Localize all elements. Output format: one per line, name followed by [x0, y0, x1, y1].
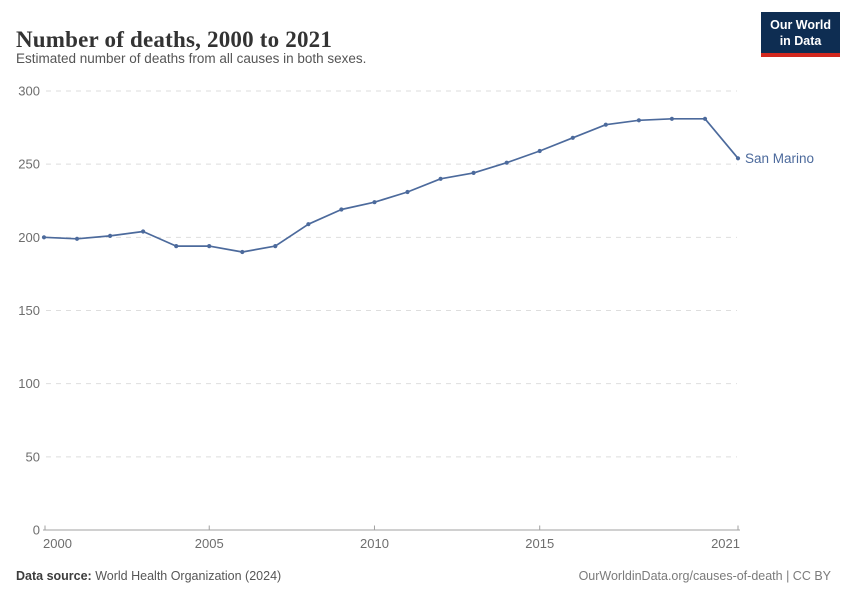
- owid-logo-line2: in Data: [779, 33, 822, 48]
- data-point[interactable]: [372, 200, 377, 205]
- data-point[interactable]: [273, 244, 278, 249]
- y-axis-tick-label: 250: [18, 157, 40, 172]
- data-point[interactable]: [141, 229, 146, 234]
- data-point[interactable]: [504, 160, 509, 165]
- x-axis-tick-label: 2021: [711, 536, 740, 551]
- data-point[interactable]: [306, 222, 311, 227]
- data-point[interactable]: [207, 244, 212, 249]
- y-axis-tick-label: 100: [18, 376, 40, 391]
- chart-subtitle: Estimated number of deaths from all caus…: [16, 51, 367, 66]
- data-point[interactable]: [438, 176, 443, 181]
- x-axis-tick-label: 2010: [360, 536, 389, 551]
- data-point[interactable]: [41, 235, 47, 240]
- data-point[interactable]: [735, 156, 741, 161]
- data-point[interactable]: [702, 116, 708, 121]
- data-point[interactable]: [405, 189, 410, 195]
- owid-logo-line1: Our World: [770, 18, 831, 32]
- x-axis-tick-label: 2005: [195, 536, 224, 551]
- entity-label-san-marino[interactable]: San Marino: [745, 151, 814, 166]
- y-axis-tick-label: 50: [26, 449, 40, 464]
- data-point[interactable]: [669, 116, 675, 121]
- data-source-value: World Health Organization (2024): [95, 569, 282, 583]
- data-point[interactable]: [603, 122, 608, 127]
- x-axis-tick-label: 2000: [43, 536, 72, 551]
- data-point[interactable]: [537, 148, 542, 154]
- data-point[interactable]: [339, 207, 344, 212]
- y-axis-tick-label: 150: [18, 303, 40, 318]
- data-point[interactable]: [174, 244, 179, 249]
- data-point[interactable]: [570, 135, 575, 140]
- citation-link[interactable]: OurWorldinData.org/causes-of-death | CC …: [578, 569, 831, 583]
- x-axis-tick-label: 2015: [525, 536, 554, 551]
- data-point[interactable]: [74, 236, 80, 241]
- page-title: Number of deaths, 2000 to 2021: [16, 27, 333, 53]
- y-axis-tick-label: 300: [18, 84, 40, 99]
- data-point[interactable]: [471, 170, 476, 175]
- y-axis-tick-label: 0: [33, 523, 40, 538]
- owid-logo[interactable]: Our World in Data: [761, 12, 840, 58]
- y-axis-tick-label: 200: [18, 230, 40, 245]
- data-point[interactable]: [636, 118, 642, 123]
- data-point[interactable]: [240, 249, 245, 255]
- data-point[interactable]: [108, 233, 113, 238]
- data-source-label: Data source:: [16, 569, 92, 583]
- data-source-note: Data source: World Health Organization (…: [16, 569, 281, 583]
- trend-line: [43, 117, 739, 253]
